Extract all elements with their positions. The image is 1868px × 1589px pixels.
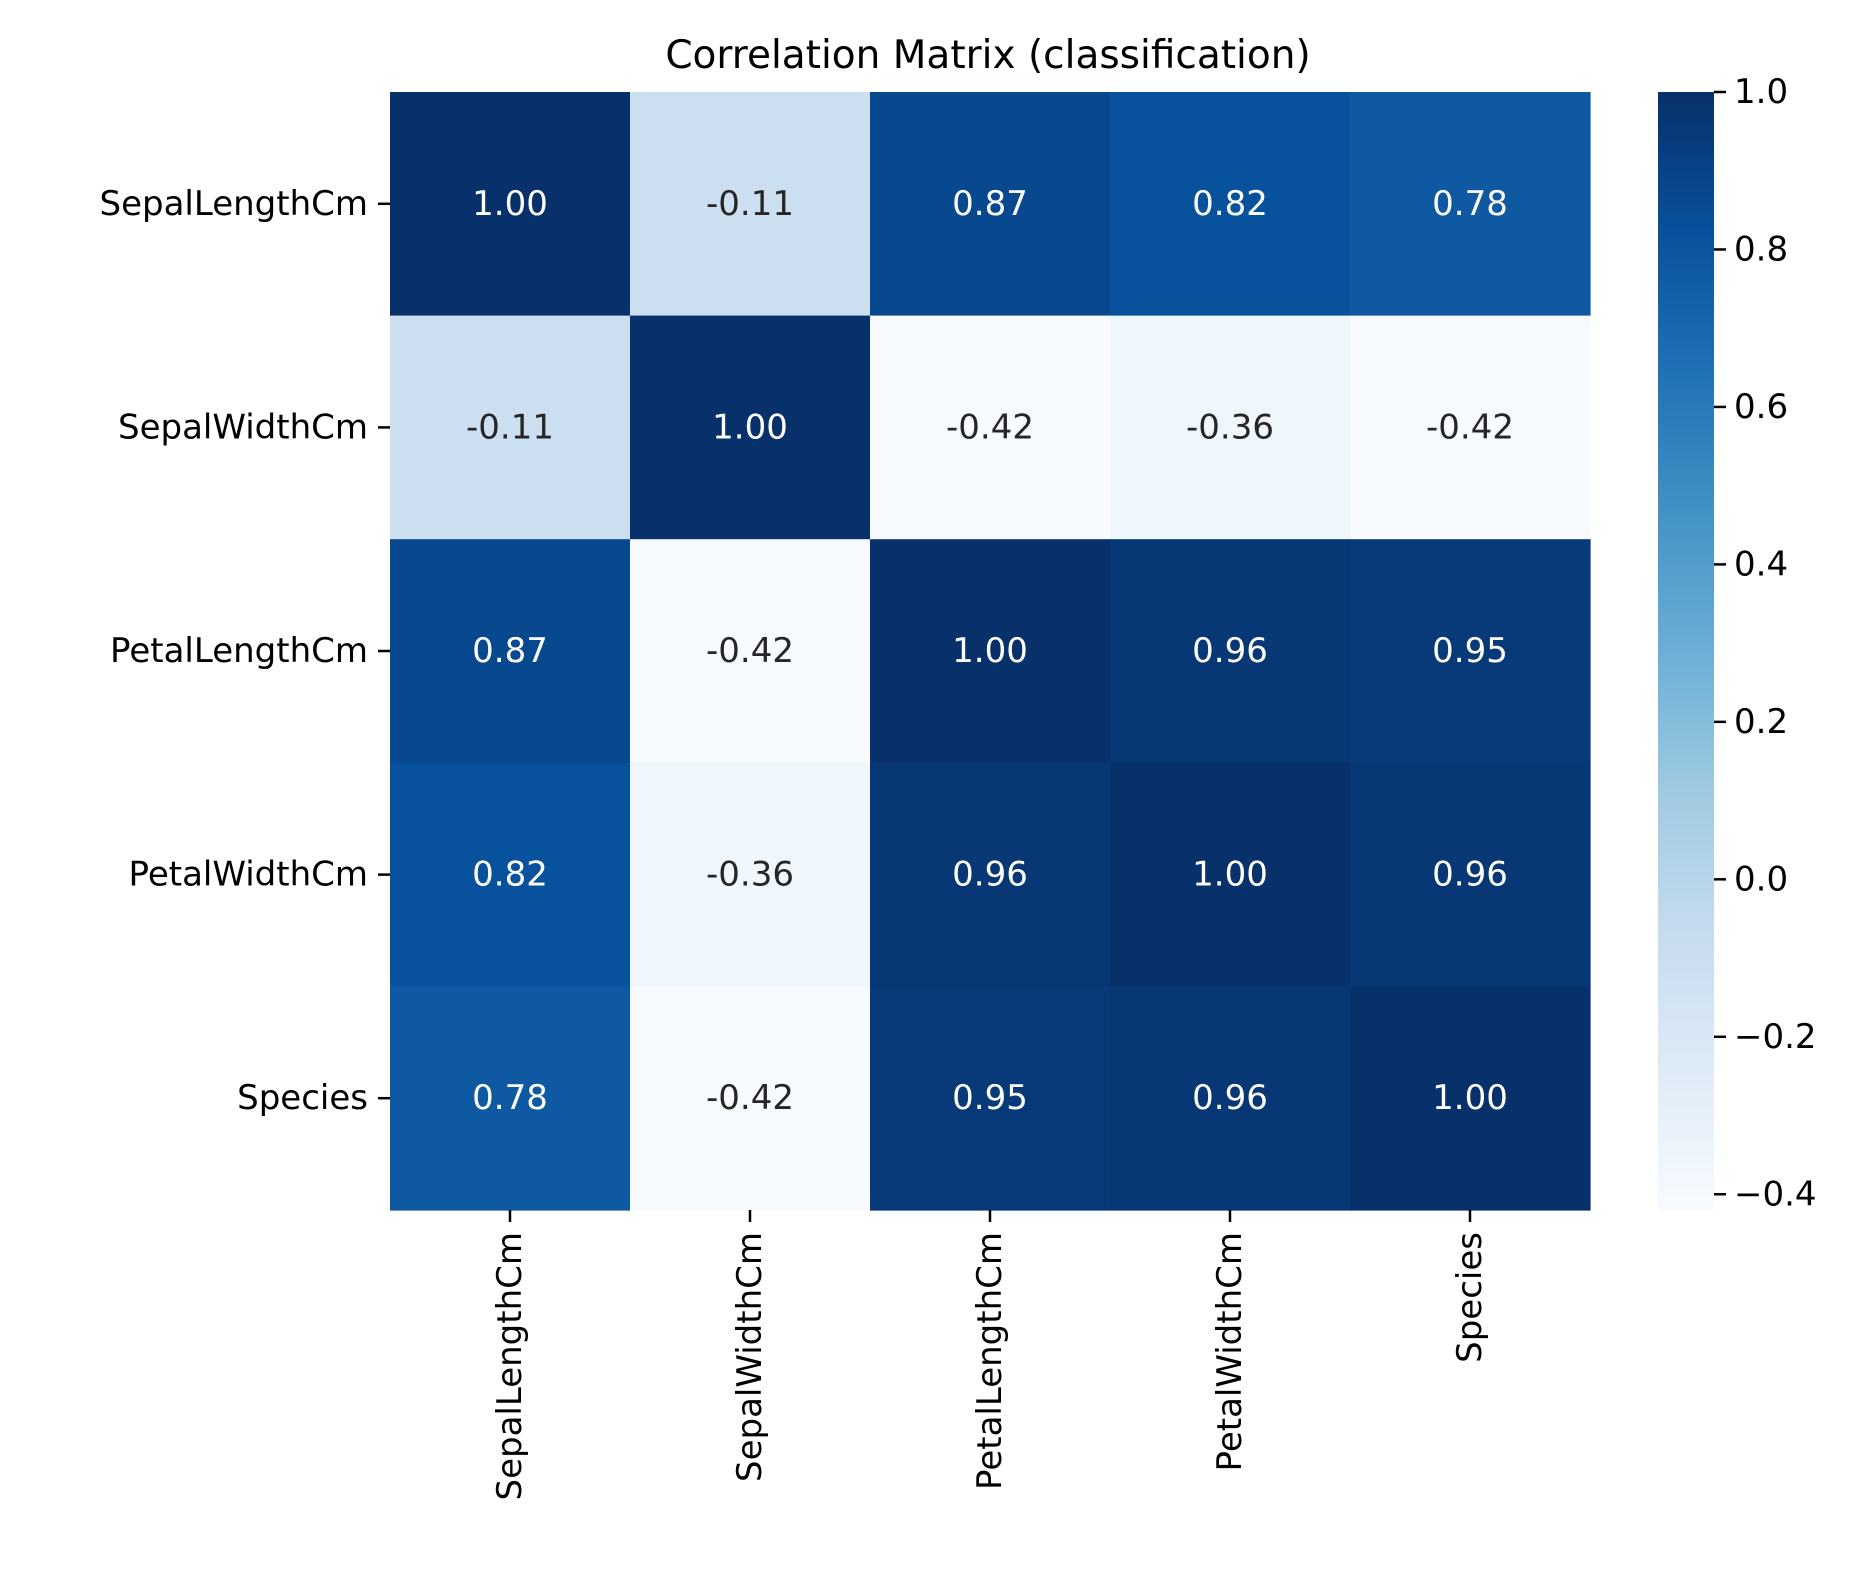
heatmap-cell [1350,762,1591,987]
row-tick-label: PetalLengthCm [110,631,368,671]
cell-value-label: -0.42 [1426,407,1514,447]
heatmap-cell [870,986,1111,1211]
colorbar-tick-label: 0.4 [1734,544,1788,584]
heatmap-cell [390,986,631,1211]
cell-value-label: -0.42 [706,1078,794,1118]
cell-value-label: -0.11 [706,184,794,224]
cell-value-label: 0.82 [472,855,548,895]
column-tick-labels: SepalLengthCm SepalWidthCm PetalLengthCm Pe… [490,1210,1490,1501]
colorbar-tick-label: 0.2 [1734,702,1788,742]
heatmap-cell [870,92,1111,317]
heatmap-cell [630,315,871,540]
colorbar-tick-label: 0.8 [1734,229,1788,269]
heatmap-cell [870,315,1111,540]
cell-value-label: 0.95 [952,1078,1028,1118]
heatmap-cell [390,539,631,764]
cell-value-label: 0.87 [472,631,548,671]
colorbar-tick-label: 1.0 [1734,72,1788,112]
heatmap-cell [390,762,631,987]
cell-value-label: 0.96 [952,855,1028,895]
cell-value-label: 0.96 [1432,855,1508,895]
row-tick-labels: SepalLengthCm SepalWidthCm PetalLengthCm Pe… [100,184,390,1118]
cell-value-label: 1.00 [472,184,548,224]
heatmap-cell [870,539,1111,764]
heatmap-cell [630,539,871,764]
cell-value-label: 1.00 [952,631,1028,671]
cell-value-label: -0.11 [466,407,554,447]
row-tick-label: PetalWidthCm [129,855,368,895]
colorbar-tick-label: 0.6 [1734,387,1788,427]
column-tick-label: SepalWidthCm [730,1232,770,1482]
row-tick-label: SepalLengthCm [100,184,369,224]
row-tick-label: SepalWidthCm [118,407,368,447]
colorbar-tick-labels: 1.0 0.8 0.6 0.4 0.2 0.0 −0.2 −0.4 [1714,72,1817,1214]
cell-value-label: 0.96 [1192,1078,1268,1118]
colorbar-tick-label: −0.4 [1734,1174,1817,1214]
cell-value-label: -0.36 [706,855,794,895]
heatmap-cell [1350,986,1591,1211]
chart-title: Correlation Matrix (classification) [665,33,1310,78]
heatmap-cell [1110,315,1351,540]
heatmap-cell [630,92,871,317]
heatmap-cell [1110,986,1351,1211]
heatmap-cell [630,986,871,1211]
cell-value-label: -0.36 [1186,407,1274,447]
column-tick-label: Species [1450,1232,1490,1363]
colorbar-tick-label: −0.2 [1734,1017,1817,1057]
cell-value-label: 1.00 [712,407,788,447]
cell-value-label: 1.00 [1432,1078,1508,1118]
heatmap-cell [390,92,631,317]
row-tick-label: Species [237,1078,368,1118]
cell-value-label: 1.00 [1192,855,1268,895]
heatmap-cell [1350,315,1591,540]
colorbar-tick-label: 0.0 [1734,859,1788,899]
cell-value-label: 0.78 [472,1078,548,1118]
cell-value-label: 0.82 [1192,184,1268,224]
heatmap-cell [1350,92,1591,317]
heatmap-cell [390,315,631,540]
column-tick-label: SepalLengthCm [490,1232,530,1501]
cell-value-label: 0.87 [952,184,1028,224]
heatmap-cell [630,762,871,987]
cell-value-label: -0.42 [706,631,794,671]
column-tick-label: PetalWidthCm [1210,1232,1250,1471]
cell-value-label: 0.78 [1432,184,1508,224]
heatmap-cell [870,762,1111,987]
colorbar [1658,92,1714,1210]
heatmap-cell [1350,539,1591,764]
column-tick-label: PetalLengthCm [970,1232,1010,1490]
heatmap-cell [1110,762,1351,987]
heatmap-cell [1110,92,1351,317]
heatmap-cells: 1.00 -0.11 0.87 0.82 0.78 -0.11 1.00 -0.42 -0.36… [390,92,1591,1211]
heatmap-cell [1110,539,1351,764]
cell-value-label: -0.42 [946,407,1034,447]
cell-value-label: 0.95 [1432,631,1508,671]
cell-value-label: 0.96 [1192,631,1268,671]
